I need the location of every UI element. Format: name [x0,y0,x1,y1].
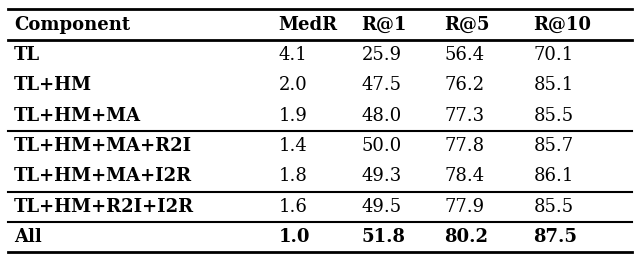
Text: Component: Component [14,15,131,33]
Text: 50.0: 50.0 [362,137,402,155]
Text: 4.1: 4.1 [278,46,307,64]
Text: 76.2: 76.2 [444,76,484,94]
Text: R@10: R@10 [534,15,591,33]
Text: TL+HM: TL+HM [14,76,92,94]
Text: 77.8: 77.8 [444,137,484,155]
Text: 77.9: 77.9 [444,198,484,216]
Text: 47.5: 47.5 [362,76,401,94]
Text: 85.7: 85.7 [534,137,573,155]
Text: 77.3: 77.3 [444,107,484,125]
Text: 85.5: 85.5 [534,107,573,125]
Text: 70.1: 70.1 [534,46,573,64]
Text: TL+HM+MA: TL+HM+MA [14,107,141,125]
Text: TL+HM+MA+R2I: TL+HM+MA+R2I [14,137,192,155]
Text: 49.5: 49.5 [362,198,401,216]
Text: 25.9: 25.9 [362,46,401,64]
Text: 85.1: 85.1 [534,76,573,94]
Text: 1.4: 1.4 [278,137,307,155]
Text: 85.5: 85.5 [534,198,573,216]
Text: 87.5: 87.5 [534,228,577,246]
Text: 48.0: 48.0 [362,107,402,125]
Text: TL+HM+R2I+I2R: TL+HM+R2I+I2R [14,198,195,216]
Text: R@5: R@5 [444,15,490,33]
Text: TL: TL [14,46,40,64]
Text: 86.1: 86.1 [534,167,574,186]
Text: 80.2: 80.2 [444,228,488,246]
Text: 2.0: 2.0 [278,76,307,94]
Text: 1.6: 1.6 [278,198,307,216]
Text: 56.4: 56.4 [444,46,484,64]
Text: MedR: MedR [278,15,338,33]
Text: 78.4: 78.4 [444,167,484,186]
Text: 49.3: 49.3 [362,167,402,186]
Text: 1.0: 1.0 [278,228,310,246]
Text: 1.8: 1.8 [278,167,307,186]
Text: TL+HM+MA+I2R: TL+HM+MA+I2R [14,167,192,186]
Text: R@1: R@1 [362,15,407,33]
Text: 1.9: 1.9 [278,107,307,125]
Text: 51.8: 51.8 [362,228,405,246]
Text: All: All [14,228,42,246]
